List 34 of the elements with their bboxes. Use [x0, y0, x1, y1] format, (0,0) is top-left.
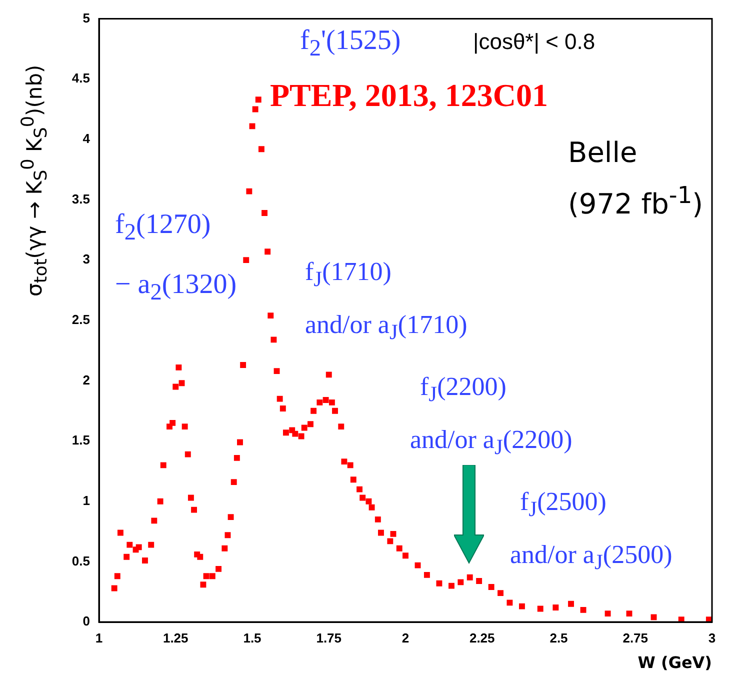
y-tick-label: 1.5 [72, 432, 90, 448]
annotation: (972 fb$^{-1}$) [568, 181, 704, 220]
annotation: − a$_{2}$(1320) [115, 269, 237, 306]
y-tick-label: 4 [82, 131, 91, 146]
x-tick-label: 2.5 [550, 630, 568, 646]
y-tick-label: 3.5 [72, 191, 90, 206]
annotation: Belle [568, 136, 638, 169]
y-tick-label: 1 [82, 492, 90, 508]
y-tick-label: 2.5 [72, 312, 90, 327]
annotation: and/or a$_{J}$(2200) [410, 425, 572, 460]
annotation: |cosθ*| < 0.8 [473, 29, 596, 54]
y-tick-label: 2 [82, 372, 90, 388]
y-tick-label: 3 [82, 252, 90, 267]
annotation: f$_{J}$(2200) [420, 372, 506, 408]
x-tick-label: 2 [402, 630, 410, 646]
y-tick-label: 4.5 [72, 70, 90, 86]
annotation: f$_{J}$(2500) [520, 487, 606, 522]
x-tick-label: 1.75 [316, 630, 342, 646]
x-tick-label: 1.5 [243, 630, 262, 646]
annotation: PTEP, 2013, 123C01 [270, 77, 548, 114]
x-tick-label: 2.75 [622, 630, 648, 646]
x-axis-title: W (GeV) [638, 653, 712, 672]
y-tick-label: 0.5 [72, 553, 90, 568]
y-tick-label: 0 [82, 614, 90, 629]
x-tick-label: 1 [95, 630, 103, 646]
annotation: f$_{2}$(1270) [115, 209, 211, 246]
annotation: and/or a$_{J}$(2500) [510, 540, 672, 576]
annotation: f$_{J}$(1710) [305, 257, 392, 292]
x-tick-label: 1.25 [162, 630, 188, 646]
x-tick-label: 3 [708, 630, 716, 646]
annotation: f$_{2}$'(1525) [300, 25, 401, 62]
x-tick-label: 2.25 [469, 630, 495, 646]
y-tick-label: 5 [82, 10, 90, 26]
annotation: and/or a$_{J}$(1710) [305, 310, 468, 346]
